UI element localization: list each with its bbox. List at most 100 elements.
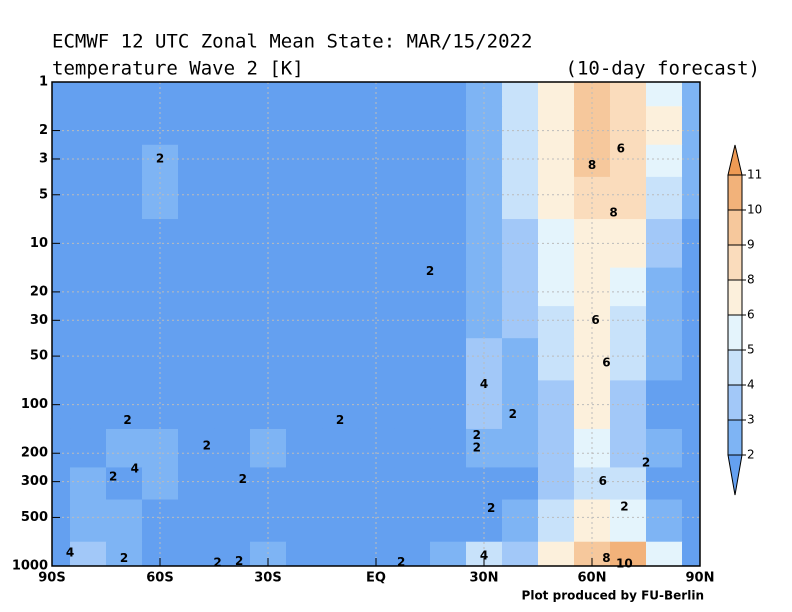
cell: [70, 176, 107, 220]
cell: [178, 106, 215, 146]
cell: [214, 428, 251, 468]
colorbar-label: 10: [747, 203, 762, 217]
colorbar-segment: [727, 174, 743, 211]
cell: [52, 306, 71, 339]
colorbar-label: 9: [747, 238, 755, 252]
cell: [214, 338, 251, 381]
cell: [394, 82, 431, 107]
cell: [394, 267, 431, 307]
cell: [70, 106, 107, 146]
contour-label: 2: [120, 551, 128, 565]
cell: [610, 499, 647, 543]
cell: [322, 467, 359, 501]
cell: [574, 144, 611, 178]
cell: [286, 176, 323, 220]
contour-label: 2: [642, 456, 650, 470]
cell: [52, 106, 71, 146]
contour-label: 2: [235, 554, 243, 568]
contour-label: 8: [609, 206, 617, 220]
cell: [610, 467, 647, 501]
colorbar-segment: [727, 244, 743, 281]
cell: [322, 144, 359, 178]
cell: [646, 541, 683, 567]
cell: [538, 106, 575, 146]
contour-label: 6: [602, 355, 610, 369]
cell: [646, 82, 683, 107]
colorbar-segment: [727, 349, 743, 386]
contour-label: 2: [509, 407, 517, 421]
cell: [610, 106, 647, 146]
cell: [430, 499, 467, 543]
contour-label: 2: [109, 469, 117, 483]
cell: [646, 338, 683, 381]
colorbar-label: 2: [747, 448, 755, 462]
cell: [286, 467, 323, 501]
y-tick-label: 30: [30, 313, 48, 328]
x-tick-label: 90N: [686, 571, 715, 586]
cell: [286, 338, 323, 381]
cell: [394, 176, 431, 220]
cell: [430, 306, 467, 339]
cell: [178, 428, 215, 468]
colorbar-label: 3: [747, 413, 755, 427]
cell: [52, 338, 71, 381]
cell: [52, 219, 71, 269]
colorbar-label: 6: [747, 308, 755, 322]
cell: [538, 176, 575, 220]
cell: [178, 267, 215, 307]
cell: [430, 106, 467, 146]
cell: [142, 499, 179, 543]
cell: [682, 338, 701, 381]
y-tick-label: 10: [30, 236, 48, 251]
y-tick-label: 20: [30, 284, 48, 299]
cell: [394, 144, 431, 178]
cell: [646, 106, 683, 146]
cell: [502, 82, 539, 107]
cell: [538, 267, 575, 307]
cell: [286, 428, 323, 468]
cell: [322, 176, 359, 220]
cell: [70, 82, 107, 107]
colorbar-end: [727, 144, 743, 176]
contour-label: 10: [616, 556, 633, 570]
cell: [538, 338, 575, 381]
contour-label: 2: [620, 499, 628, 513]
contour-label: 8: [588, 158, 596, 172]
cell: [646, 306, 683, 339]
cell: [178, 306, 215, 339]
cell: [52, 380, 71, 430]
contour-label: 6: [591, 313, 599, 327]
cell: [250, 499, 287, 543]
cell: [610, 82, 647, 107]
cell: [610, 267, 647, 307]
cell: [106, 338, 143, 381]
colorbar-segment: [727, 209, 743, 246]
cell: [538, 306, 575, 339]
chart-title: ECMWF 12 UTC Zonal Mean State: MAR/15/20…: [52, 31, 532, 53]
cell: [214, 176, 251, 220]
cell: [214, 499, 251, 543]
cell: [106, 106, 143, 146]
cell: [430, 467, 467, 501]
cell: [322, 306, 359, 339]
cell: [178, 338, 215, 381]
cell: [250, 144, 287, 178]
cell: [70, 467, 107, 501]
cell: [502, 541, 539, 567]
cell: [250, 338, 287, 381]
cell: [178, 82, 215, 107]
cell: [646, 267, 683, 307]
cell: [106, 467, 143, 501]
cell: [646, 467, 683, 501]
contour-label: 2: [397, 555, 405, 569]
cell: [214, 82, 251, 107]
cell: [286, 144, 323, 178]
cell: [394, 306, 431, 339]
cell: [574, 499, 611, 543]
cell: [394, 106, 431, 146]
cell: [70, 428, 107, 468]
cell: [214, 306, 251, 339]
cell: [178, 541, 215, 567]
colorbar-label: 4: [747, 378, 755, 392]
cell: [646, 144, 683, 178]
